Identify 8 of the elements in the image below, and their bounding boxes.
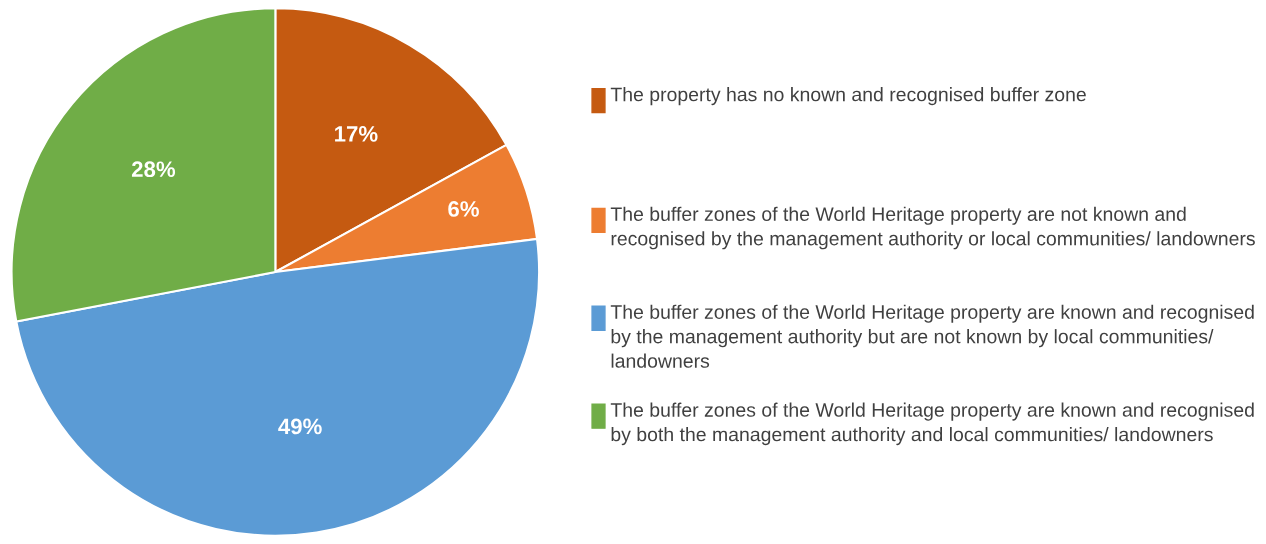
data-label: 6% [448,201,479,217]
data-label: 17% [335,126,378,142]
legend-label: The buffer zones of the World Heritage property are known and recognised by the management authority but are not known by local communities/ landowners [610,304,1254,368]
legend-label: The buffer zones of the World Heritage property are known and recognised by both the management authority and local communities/ landowners [610,402,1254,446]
data-label: 28% [131,161,176,178]
legend-label: The property has no known and recognised buffer zone [610,87,1086,106]
data-label: 49% [278,418,322,435]
legend-label: The buffer zones of the World Heritage property are not known and recognised by the management authority or local communities/ landowners [610,206,1255,250]
